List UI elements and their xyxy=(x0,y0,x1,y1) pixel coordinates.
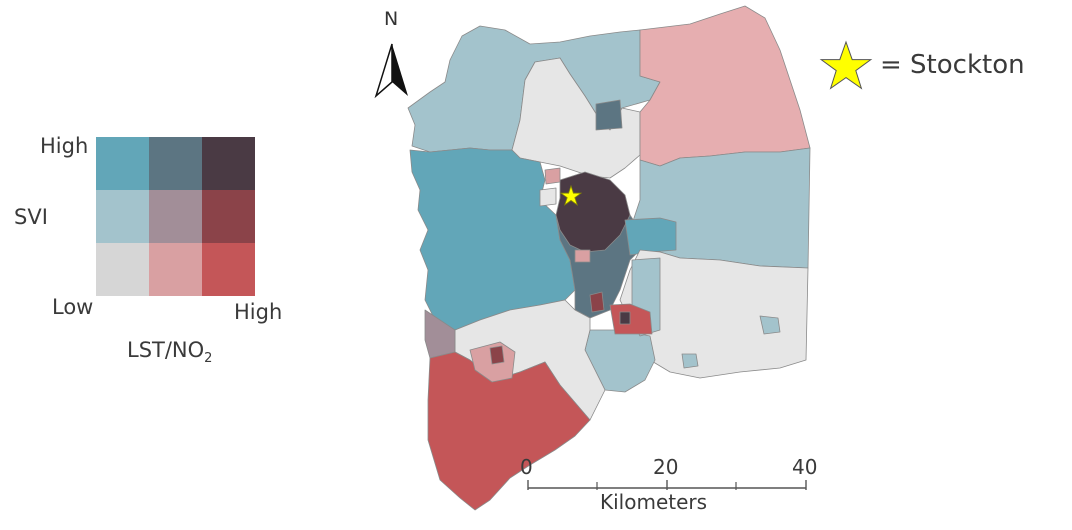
legend-cell-r2c2 xyxy=(202,243,255,296)
region-southeast-red xyxy=(609,303,653,335)
legend-cell-r0c1 xyxy=(149,137,202,190)
stockton-legend-label: = Stockton xyxy=(880,50,1025,80)
region-west-teal xyxy=(409,147,576,331)
legend-star-icon xyxy=(819,40,873,90)
scale-tick-20: 20 xyxy=(653,455,679,479)
legend-y-axis-label: SVI xyxy=(14,205,48,229)
north-label: N xyxy=(384,8,399,30)
legend-cell-r0c2 xyxy=(202,137,255,190)
region-southeast-patch xyxy=(759,315,781,335)
legend-x-axis-label: LST/NO2 xyxy=(127,338,212,366)
legend-cell-r1c1 xyxy=(149,190,202,243)
legend-cell-r2c0 xyxy=(96,243,149,296)
region-core-parcel-d xyxy=(574,249,591,263)
stockton-marker-star xyxy=(559,184,583,206)
scale-unit-label: Kilometers xyxy=(600,490,708,514)
region-core-east xyxy=(624,217,677,256)
scale-tick-0: 0 xyxy=(520,455,533,479)
region-urban-core xyxy=(555,171,631,253)
legend-cell-r1c0 xyxy=(96,190,149,243)
legend-cell-r0c0 xyxy=(96,137,149,190)
legend-cell-r1c2 xyxy=(202,190,255,243)
region-north-block xyxy=(595,99,623,131)
legend-x-axis-subscript: 2 xyxy=(204,351,213,367)
legend-x-low-label: Low xyxy=(52,295,94,319)
scale-tick-40: 40 xyxy=(792,455,818,479)
region-small-blue xyxy=(681,353,699,369)
region-core-parcel-b xyxy=(539,187,557,207)
north-arrow-icon xyxy=(374,43,408,99)
legend-x-high-label: High xyxy=(234,300,283,324)
region-southeast-red-inner xyxy=(619,311,631,325)
legend-y-high-label: High xyxy=(40,134,89,158)
region-core-parcel-c xyxy=(589,291,605,313)
region-south-cluster-dark xyxy=(489,345,505,365)
legend-cell-r2c1 xyxy=(149,243,202,296)
region-core-parcel-a xyxy=(544,167,561,185)
legend-x-axis-main: LST/NO xyxy=(127,338,205,362)
